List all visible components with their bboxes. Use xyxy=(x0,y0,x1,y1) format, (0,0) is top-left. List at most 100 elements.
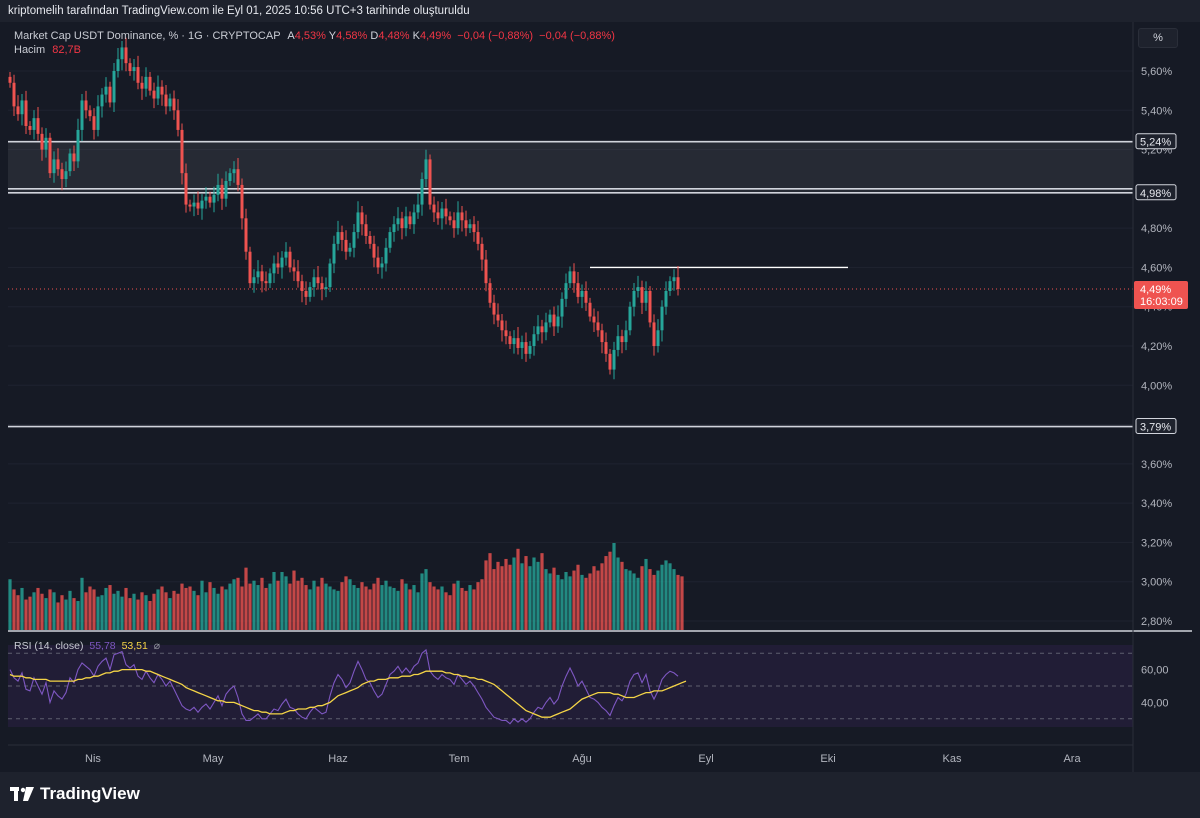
candle-body xyxy=(412,212,416,225)
candle-body xyxy=(284,251,288,258)
tradingview-logo-icon xyxy=(10,787,34,801)
candle-body xyxy=(68,153,72,172)
candle-body xyxy=(280,257,284,268)
visibility-icon[interactable]: ⌀ xyxy=(153,640,161,652)
y-tick-label: 5,60% xyxy=(1141,66,1172,78)
candle-body xyxy=(296,271,300,282)
volume-bar xyxy=(616,557,620,630)
volume-bar xyxy=(680,576,684,630)
volume-bar xyxy=(576,564,580,630)
candle-body xyxy=(536,326,540,335)
candle-body xyxy=(44,137,48,150)
candle-body xyxy=(472,224,476,233)
candle-body xyxy=(668,281,672,291)
candle-body xyxy=(160,86,164,95)
candles xyxy=(8,37,680,380)
volume-bar xyxy=(172,590,176,630)
volume-bar xyxy=(76,601,80,630)
candle-body xyxy=(76,129,80,162)
rsi-ma-line xyxy=(9,668,687,718)
axes: 5,60%5,40%5,20%5,00%4,80%4,60%4,40%4,20%… xyxy=(8,22,1192,772)
volume-bar xyxy=(52,592,56,630)
volume-bar xyxy=(612,543,616,630)
percent-scale-button[interactable]: % xyxy=(1138,28,1178,48)
candle-body xyxy=(308,287,312,297)
x-tick-label: Haz xyxy=(328,753,348,765)
candle-body xyxy=(588,302,592,317)
volume-bar xyxy=(164,592,168,630)
volume-bar xyxy=(248,583,252,630)
volume-bar xyxy=(460,587,464,630)
candle-body xyxy=(112,71,116,103)
candle-body xyxy=(524,342,528,354)
candle-body xyxy=(184,173,188,205)
volume-bar xyxy=(228,583,232,630)
candle-body xyxy=(608,353,612,370)
candle-body xyxy=(272,263,276,274)
volume-bar xyxy=(148,601,152,630)
candle-body xyxy=(216,184,220,195)
volume-bar xyxy=(184,587,188,630)
volume-bar xyxy=(80,577,84,630)
volume-bar xyxy=(536,561,540,630)
volume-bar xyxy=(208,582,212,630)
candle-body xyxy=(540,326,544,333)
candle-body xyxy=(244,218,248,252)
candle-body xyxy=(92,116,96,130)
volume-bar xyxy=(348,579,352,630)
volume-bar xyxy=(244,567,248,630)
volume-bar xyxy=(360,582,364,630)
volume-bar xyxy=(288,583,292,630)
rsi-label[interactable]: RSI (14, close) xyxy=(14,640,84,652)
volume-bar xyxy=(596,570,600,630)
candle-body xyxy=(40,133,44,150)
candle-body xyxy=(592,316,596,323)
volume-bar xyxy=(64,599,68,630)
candle-body xyxy=(400,218,404,229)
candle-body xyxy=(656,330,660,346)
volume-bar xyxy=(24,599,28,630)
candle-body xyxy=(528,346,532,354)
symbol-name[interactable]: Market Cap USDT Dominance, % · 1G · CRYP… xyxy=(14,30,281,42)
candle-body xyxy=(328,263,332,288)
candle-body xyxy=(464,220,468,229)
volume-bar xyxy=(424,569,428,630)
volume-bar xyxy=(604,556,608,630)
volume-bar xyxy=(168,598,172,630)
volume-label[interactable]: Hacim xyxy=(14,44,46,56)
candle-body xyxy=(576,283,580,297)
tradingview-logo[interactable]: TradingView xyxy=(10,784,140,804)
volume-bar xyxy=(392,587,396,630)
volume-bar xyxy=(196,595,200,630)
volume-bar xyxy=(316,586,320,630)
countdown-label: 16:03:09 xyxy=(1140,296,1183,308)
volume-bar xyxy=(292,570,296,630)
candle-body xyxy=(572,271,576,284)
volume-bar xyxy=(92,589,96,630)
volume-bar xyxy=(540,553,544,630)
volume-bar xyxy=(412,585,416,630)
resistance-zone xyxy=(8,141,1133,193)
candle-body xyxy=(264,281,268,284)
candle-body xyxy=(488,283,492,303)
rsi-ma-value: 53,51 xyxy=(121,640,148,652)
candle-body xyxy=(8,76,12,83)
volume-bar xyxy=(176,593,180,630)
candle-body xyxy=(360,212,364,225)
volume-bar xyxy=(580,574,584,630)
volume-bar xyxy=(420,573,424,630)
candle-body xyxy=(672,277,676,282)
candle-body xyxy=(440,208,444,219)
open-label: A xyxy=(287,30,295,42)
volume-bar xyxy=(644,558,648,630)
candle-body xyxy=(504,330,508,337)
candle-body xyxy=(344,239,348,252)
volume-bar xyxy=(352,585,356,630)
volume-bar xyxy=(668,563,672,630)
candle-body xyxy=(632,291,636,307)
candle-body xyxy=(104,86,108,95)
volume-bar xyxy=(8,579,12,630)
volume-bar xyxy=(640,566,644,630)
candle-body xyxy=(388,232,392,248)
